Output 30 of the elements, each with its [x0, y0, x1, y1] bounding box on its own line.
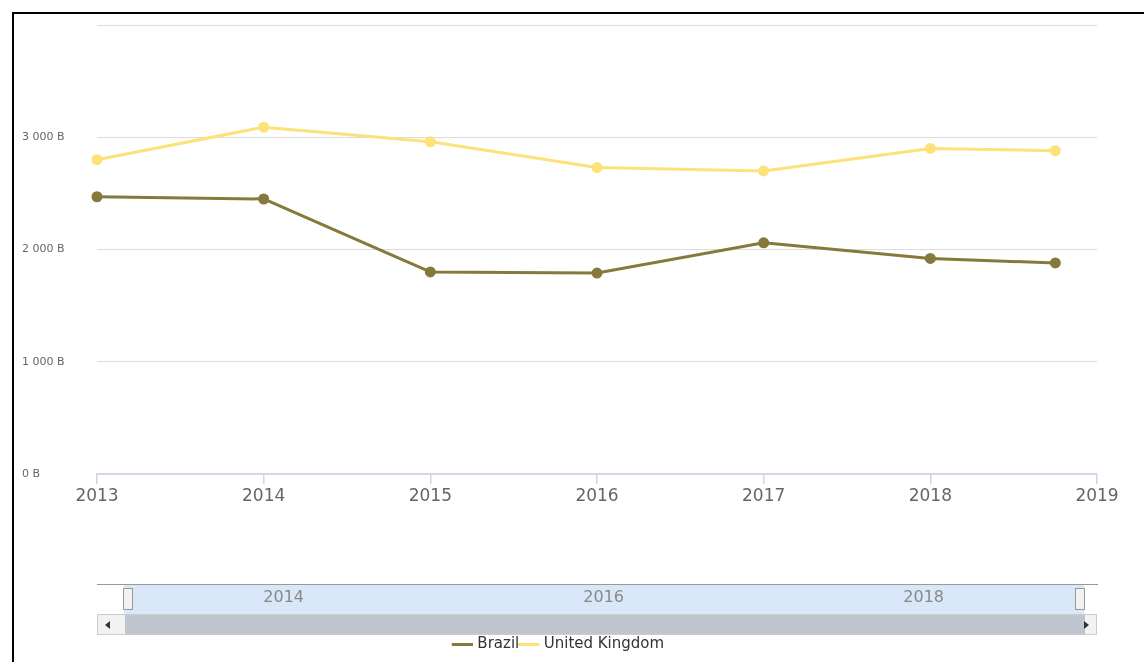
legend-label: United Kingdom — [543, 634, 665, 653]
legend-label: Brazil — [477, 634, 520, 653]
point — [258, 121, 270, 133]
point — [591, 267, 603, 279]
y-tick-label: 3 000 B — [22, 130, 65, 144]
point — [758, 165, 770, 177]
point — [424, 266, 436, 278]
y-tick-label: 2 000 B — [22, 242, 65, 256]
x2-tick-label: 2018 — [903, 586, 945, 606]
x2-tick-label: 2016 — [583, 586, 625, 606]
point — [758, 237, 770, 249]
x-tick-label: 2019 — [1075, 484, 1119, 505]
y-tick-label: 1 000 B — [22, 354, 65, 368]
x-tick-label: 2017 — [742, 484, 786, 505]
x-tick-label: 2014 — [242, 484, 286, 505]
point — [591, 162, 603, 174]
x-tick-label: 2018 — [908, 484, 952, 505]
point — [258, 193, 270, 205]
y-tick-label: 0 B — [22, 466, 41, 480]
x-tick-label: 2013 — [75, 484, 119, 505]
x2-tick-label: 2014 — [263, 586, 305, 606]
point — [924, 252, 936, 264]
point — [1049, 145, 1061, 157]
x-tick-label: 2015 — [408, 484, 452, 505]
point — [924, 142, 936, 154]
x-tick-label: 2016 — [575, 484, 619, 505]
point — [424, 136, 436, 148]
point — [91, 154, 103, 166]
point — [91, 191, 103, 203]
point — [1049, 257, 1061, 269]
